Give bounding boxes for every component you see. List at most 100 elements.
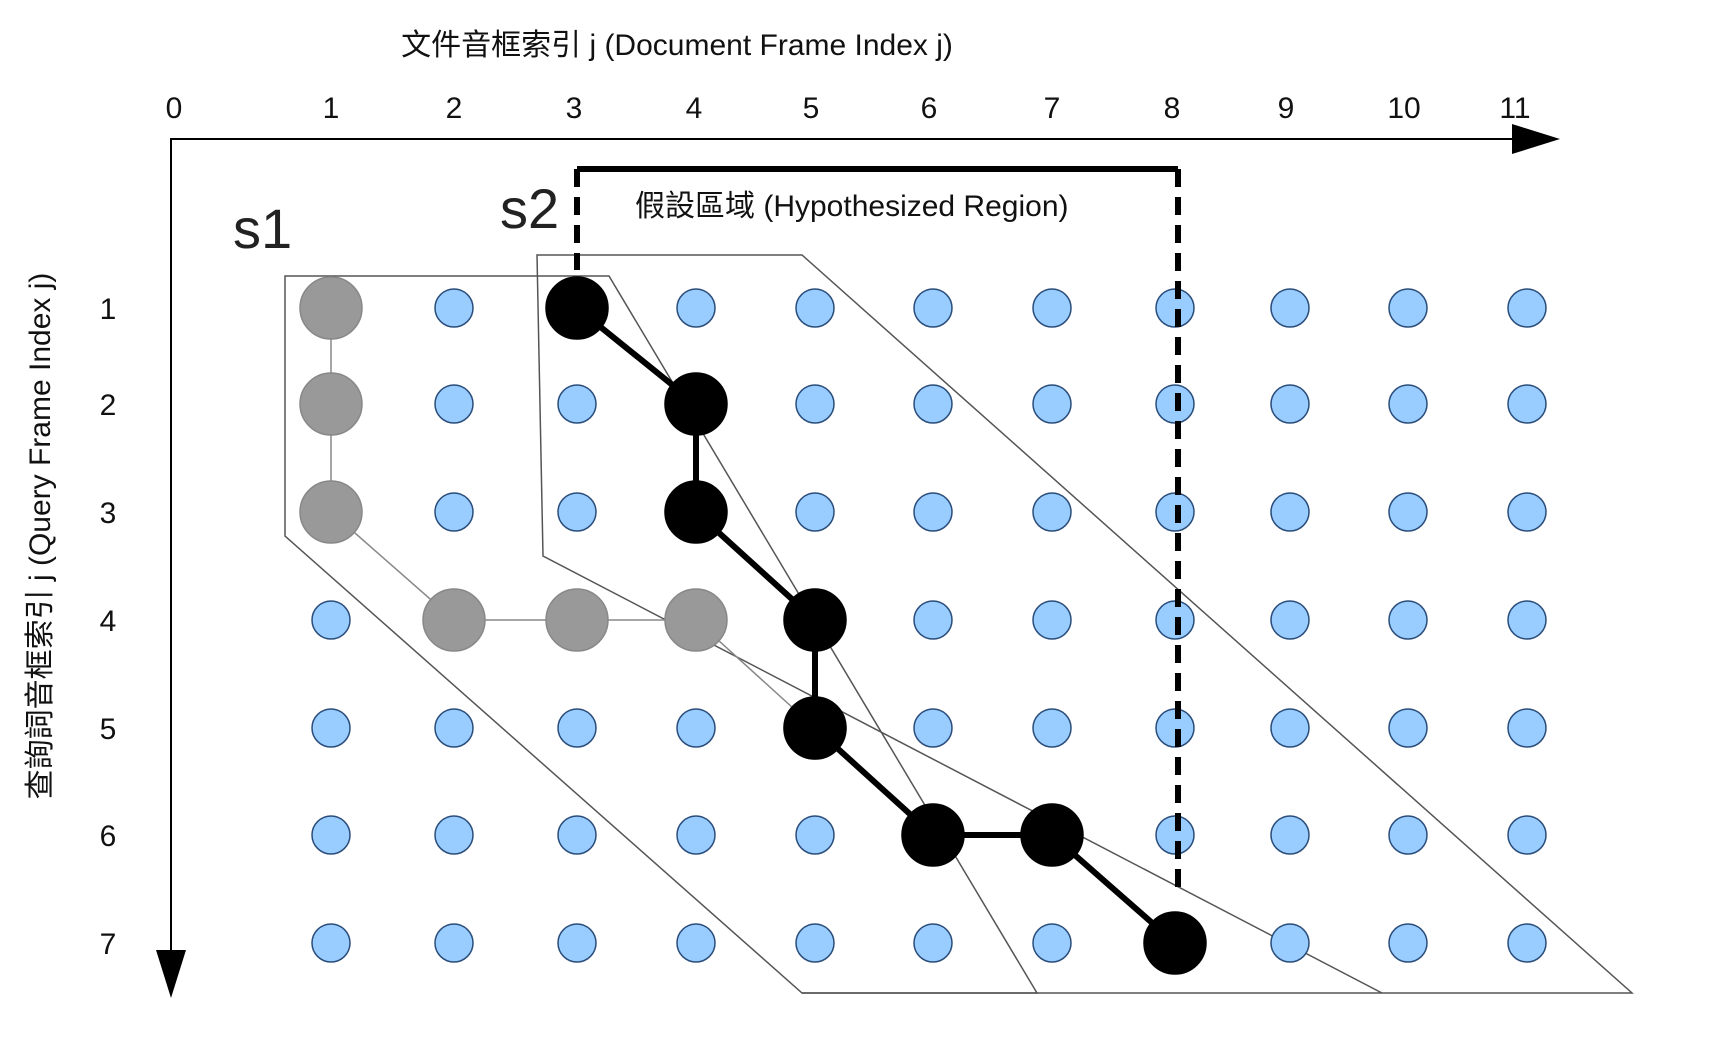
y-tick-label: 6 xyxy=(100,820,117,853)
x-tick-labels: 0 1 2 3 4 5 6 7 8 9 10 11 xyxy=(166,92,1531,125)
grid-dot xyxy=(1032,708,1072,748)
grid-dot xyxy=(1507,492,1547,532)
segment-regions xyxy=(284,254,1634,994)
grid-dot xyxy=(913,923,953,963)
y-tick-label: 2 xyxy=(100,389,117,422)
s2-alignment-node xyxy=(783,588,847,652)
y-axis-title: 查詢詞音框索引 j (Query Frame Index j) xyxy=(24,273,57,800)
x-axis-title: 文件音框索引 j (Document Frame Index j) xyxy=(401,29,953,62)
grid-dot xyxy=(1388,600,1428,640)
grid-dot xyxy=(1507,815,1547,855)
s1-alignment-node xyxy=(299,276,363,340)
x-tick-label: 8 xyxy=(1164,92,1181,125)
segment-label-s2: s2 xyxy=(500,177,559,240)
grid-dot xyxy=(1507,288,1547,328)
s1-alignment-node xyxy=(422,588,486,652)
grid-dot xyxy=(1388,492,1428,532)
grid-dot xyxy=(434,815,474,855)
s2-alignment-node xyxy=(901,803,965,867)
grid-dot xyxy=(795,384,835,424)
grid-dot xyxy=(1388,815,1428,855)
grid-dot xyxy=(1270,600,1310,640)
grid-dot xyxy=(434,492,474,532)
grid-dot xyxy=(1270,492,1310,532)
grid-dot xyxy=(676,923,716,963)
x-axis-arrow xyxy=(1512,124,1560,154)
alignment-paths xyxy=(299,276,1207,975)
grid-dot xyxy=(1270,384,1310,424)
grid-dot xyxy=(1032,492,1072,532)
s2-alignment-node xyxy=(1143,911,1207,975)
grid-dot xyxy=(557,384,597,424)
grid-dot xyxy=(913,288,953,328)
x-tick-label: 3 xyxy=(566,92,583,125)
grid-dot xyxy=(434,384,474,424)
x-tick-label: 7 xyxy=(1044,92,1061,125)
grid-dot xyxy=(1388,923,1428,963)
x-tick-label: 2 xyxy=(446,92,463,125)
y-tick-label: 5 xyxy=(100,713,117,746)
grid-dot xyxy=(1270,288,1310,328)
grid-dot xyxy=(1507,384,1547,424)
y-axis-arrow xyxy=(156,950,186,998)
grid-dot xyxy=(913,708,953,748)
grid-dot xyxy=(795,288,835,328)
grid-dot xyxy=(795,815,835,855)
grid-dot xyxy=(913,600,953,640)
grid-dot xyxy=(1032,600,1072,640)
grid-dot xyxy=(434,923,474,963)
s2-alignment-node xyxy=(664,480,728,544)
grid-dot xyxy=(676,288,716,328)
grid-dot xyxy=(311,600,351,640)
s1-alignment-node xyxy=(299,372,363,436)
grid-dot xyxy=(1032,923,1072,963)
grid-dot xyxy=(1270,815,1310,855)
s2-alignment-node xyxy=(783,696,847,760)
grid-dots xyxy=(311,288,1547,963)
x-tick-label: 0 xyxy=(166,92,183,125)
s1-alignment-node xyxy=(299,480,363,544)
x-tick-label: 1 xyxy=(323,92,340,125)
s2-alignment-node xyxy=(664,372,728,436)
grid-dot xyxy=(1507,600,1547,640)
x-tick-label: 11 xyxy=(1499,92,1530,125)
grid-dot xyxy=(311,815,351,855)
hypothesized-region-label: 假設區域 (Hypothesized Region) xyxy=(635,190,1069,223)
segment-label-s1: s1 xyxy=(233,197,292,260)
s2-alignment-node xyxy=(545,276,609,340)
s1-alignment-node xyxy=(545,588,609,652)
grid-dot xyxy=(795,923,835,963)
x-tick-label: 10 xyxy=(1387,92,1420,125)
grid-dot xyxy=(1032,384,1072,424)
grid-dot xyxy=(913,384,953,424)
grid-dot xyxy=(557,815,597,855)
grid-dot xyxy=(434,288,474,328)
grid-dot xyxy=(434,708,474,748)
x-tick-label: 5 xyxy=(803,92,820,125)
grid-dot xyxy=(557,923,597,963)
grid-dot xyxy=(1388,384,1428,424)
x-tick-label: 9 xyxy=(1278,92,1295,125)
y-tick-label: 3 xyxy=(100,497,117,530)
s2-alignment-node xyxy=(1020,803,1084,867)
s1-alignment-node xyxy=(664,588,728,652)
grid-dot xyxy=(557,492,597,532)
grid-dot xyxy=(311,708,351,748)
grid-dot xyxy=(795,492,835,532)
y-tick-label: 7 xyxy=(100,928,117,961)
segment-region-s2 xyxy=(536,254,1634,994)
y-tick-label: 1 xyxy=(100,293,117,326)
grid-dot xyxy=(1270,708,1310,748)
grid-dot xyxy=(1270,923,1310,963)
y-tick-label: 4 xyxy=(100,605,117,638)
grid-dot xyxy=(1388,288,1428,328)
grid-dot xyxy=(1032,288,1072,328)
x-tick-label: 6 xyxy=(921,92,938,125)
grid-dot xyxy=(676,815,716,855)
grid-dot xyxy=(913,492,953,532)
grid-dot xyxy=(1507,708,1547,748)
y-tick-labels: 1 2 3 4 5 6 7 xyxy=(100,293,117,961)
grid-dot xyxy=(676,708,716,748)
grid-dot xyxy=(1388,708,1428,748)
